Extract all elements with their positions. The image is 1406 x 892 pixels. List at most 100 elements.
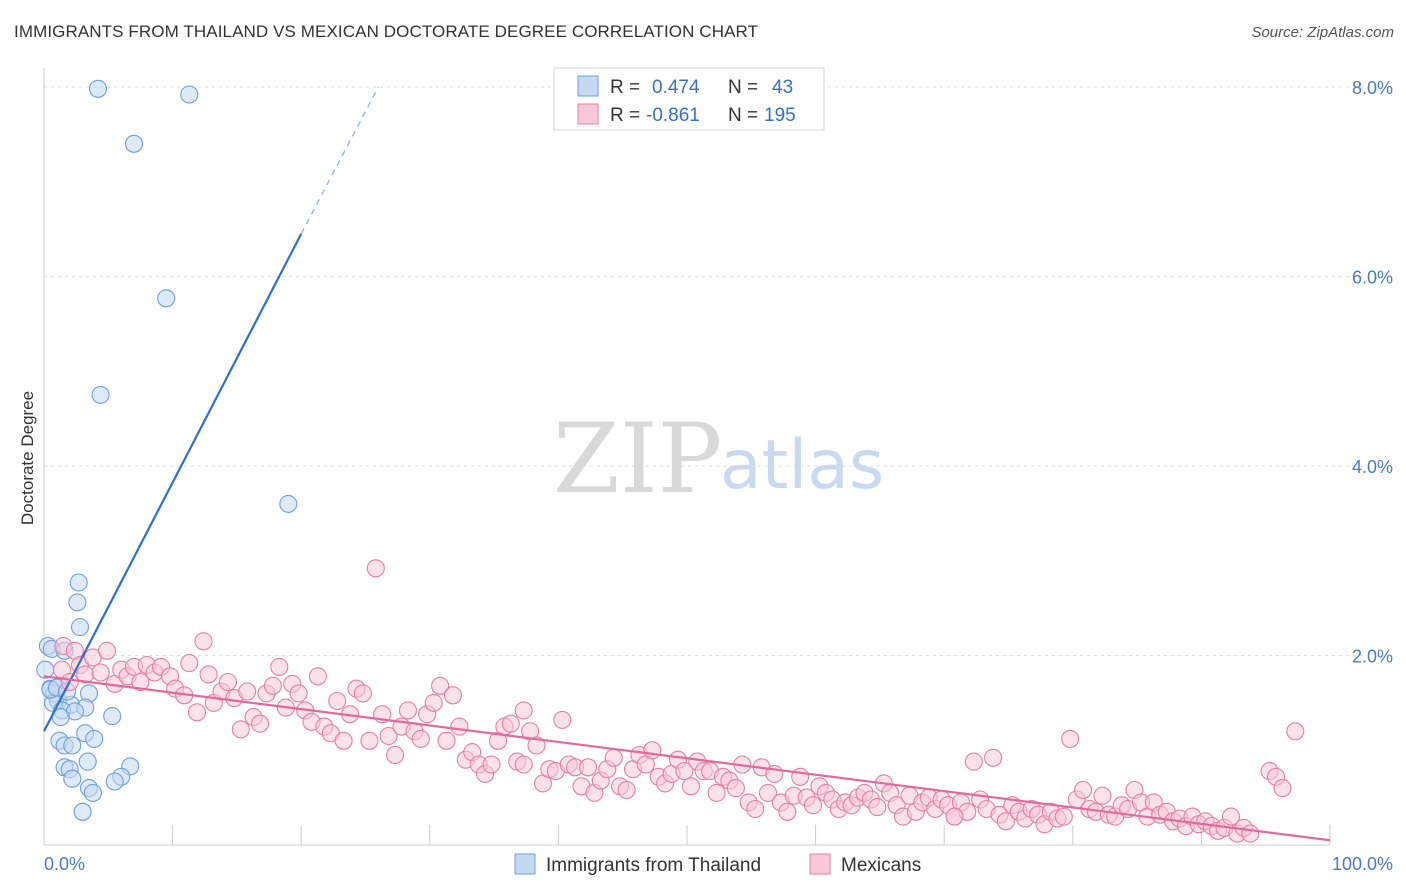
mexicans-point-31 [250, 714, 270, 733]
mexicans-point-51 [379, 726, 398, 746]
legend-r-label-thailand: R = [610, 77, 640, 98]
mexicans-point-43 [328, 691, 347, 711]
mexicans-point-58 [424, 693, 443, 712]
series-legend-label-thailand: Immigrants from Thailand [546, 855, 761, 876]
mexicans-point-37 [289, 684, 308, 703]
mexicans-point-21 [187, 703, 207, 722]
x-tick-labels: 0.0% 100.0% [44, 854, 1393, 874]
mexicans-point-52 [386, 745, 405, 765]
watermark-zip: ZIP [553, 403, 722, 515]
chart-title: IMMIGRANTS FROM THAILAND VS MEXICAN DOCT… [14, 22, 759, 41]
thailand-point-3 [157, 289, 176, 308]
mexicans-point-62 [450, 717, 469, 736]
mexicans-point-60 [437, 731, 456, 750]
mexicans-point-8 [97, 641, 117, 660]
thailand-point-8 [70, 618, 90, 637]
thailand-point-2 [124, 134, 144, 153]
mexicans-point-47 [353, 684, 372, 703]
mexicans-point-82 [578, 758, 598, 777]
mexicans-point-188 [1273, 779, 1292, 798]
thailand-point-35 [63, 769, 82, 788]
mexicans-point-117 [803, 796, 823, 815]
mexicans-point-113 [778, 802, 797, 821]
mexicans-point-185 [1241, 824, 1260, 843]
mexicans-point-61 [443, 686, 462, 705]
series-legend-swatch-mexicans [809, 853, 831, 875]
mexicans-point-28 [231, 720, 250, 739]
mexicans-point-29 [238, 682, 257, 701]
thailand-point-29 [63, 736, 82, 755]
mexicans-point-147 [996, 812, 1015, 831]
mexicans-point-54 [398, 701, 417, 720]
legend-n-label-thailand: N = [728, 77, 758, 98]
mexicans-point-56 [411, 729, 430, 748]
legend-r-value-mexicans: -0.861 [646, 105, 700, 126]
series-legend-label-mexicans: Mexicans [841, 855, 921, 876]
trend-line-thailand [43, 233, 303, 732]
thailand-point-4 [91, 385, 110, 404]
y-axis-label: Doctorate Degree [18, 391, 37, 525]
legend-n-value-thailand: 43 [772, 77, 793, 98]
series-legend-swatch-thailand [514, 853, 536, 875]
series-legend: Immigrants from Thailand Mexicans [514, 853, 921, 876]
thailand-point-38 [83, 783, 102, 802]
stats-legend: R = 0.474 N = 43 R = -0.861 N = 195 [553, 67, 825, 131]
trend-line-mexicans [43, 675, 1331, 842]
mexicans-point-190 [514, 701, 533, 720]
chart-source: Source: ZipAtlas.com [1251, 24, 1394, 41]
mexicans-point-145 [984, 748, 1003, 767]
mexicans-point-33 [263, 676, 282, 695]
mexicans-point-115 [791, 767, 810, 786]
mexicans-point-98 [681, 777, 700, 796]
mexicans-point-86 [604, 748, 623, 767]
thailand-point-36 [105, 772, 124, 791]
mexicans-point-78 [553, 710, 572, 729]
mexicans-point-26 [218, 672, 237, 692]
axes [43, 68, 1331, 846]
x-tick-label-0: 0.0% [44, 854, 85, 874]
mexicans-point-23 [199, 665, 218, 684]
mexicans-point-67 [482, 755, 501, 774]
legend-r-label-mexicans: R = [610, 105, 640, 126]
mexicans-point-102 [707, 783, 726, 802]
x-tick-label-1: 100.0% [1332, 854, 1393, 874]
mexicans-point-191 [945, 807, 964, 826]
mexicans-point-59 [431, 676, 450, 695]
thailand-point-5 [279, 494, 298, 513]
thailand-point-1 [180, 85, 199, 104]
legend-swatch-thailand [577, 75, 599, 97]
mexicans-point-127 [868, 798, 887, 817]
legend-r-value-thailand: 0.474 [652, 77, 700, 98]
mexicans-point-44 [334, 731, 353, 750]
series-mexicans [52, 559, 1305, 843]
legend-n-value-mexicans: 195 [764, 105, 796, 126]
mexicans-point-105 [726, 779, 745, 798]
mexicans-point-34 [270, 657, 289, 676]
mexicans-point-48 [360, 731, 379, 750]
mexicans-point-70 [501, 714, 520, 733]
mexicans-point-49 [366, 559, 385, 578]
mexicans-point-182 [1221, 807, 1241, 826]
y-tick-label-3: 8.0% [1352, 78, 1393, 98]
thailand-point-0 [88, 79, 108, 98]
mexicans-point-157 [1061, 729, 1080, 748]
mexicans-point-72 [514, 755, 533, 774]
mexicans-point-162 [1093, 786, 1112, 805]
legend-swatch-mexicans [577, 103, 599, 125]
series-thailand [36, 79, 298, 821]
mexicans-point-108 [746, 799, 765, 819]
mexicans-point-88 [617, 780, 636, 800]
mexicans-point-74 [527, 736, 546, 755]
mexicans-point-22 [194, 632, 213, 651]
mexicans-point-97 [675, 762, 694, 781]
mexicans-point-189 [1286, 722, 1305, 741]
y-tick-label-1: 4.0% [1352, 457, 1393, 477]
y-tick-label-0: 2.0% [1352, 646, 1393, 666]
thailand-point-30 [78, 752, 97, 771]
stats-legend-box [553, 67, 825, 131]
mexicans-point-13 [131, 672, 150, 692]
legend-n-label-mexicans: N = [728, 105, 758, 126]
mexicans-point-40 [308, 667, 327, 686]
mexicans-point-92 [643, 741, 662, 760]
